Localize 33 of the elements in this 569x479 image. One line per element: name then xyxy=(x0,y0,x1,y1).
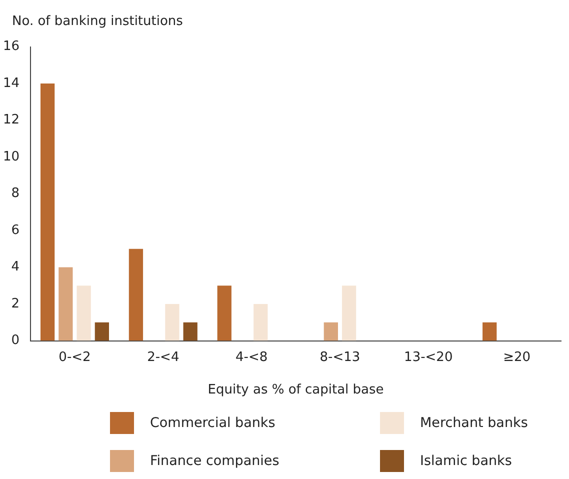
x-axis-title: Equity as % of capital base xyxy=(208,382,384,398)
legend-label: Commercial banks xyxy=(150,415,276,431)
bar xyxy=(165,304,180,341)
x-tick-label: 13-<20 xyxy=(404,350,453,365)
legend-label: Merchant banks xyxy=(420,415,528,431)
y-tick-label: 10 xyxy=(2,149,20,164)
bar xyxy=(76,286,91,341)
y-tick-label: 6 xyxy=(11,222,20,238)
y-tick-label: 2 xyxy=(11,296,20,312)
bar xyxy=(254,304,268,341)
bar xyxy=(58,267,73,341)
bar xyxy=(94,322,109,341)
y-tick-label: 16 xyxy=(2,39,20,54)
y-tick-label: 8 xyxy=(11,186,20,202)
x-tick-label: ≥20 xyxy=(503,350,531,365)
legend-label: Islamic banks xyxy=(420,453,512,469)
y-axis-title: No. of banking institutions xyxy=(12,14,183,29)
y-tick-label: 0 xyxy=(11,333,20,348)
x-tick-label: 0-<2 xyxy=(58,350,91,365)
x-tick-label: 4-<8 xyxy=(235,350,268,365)
x-tick-label: 8-<13 xyxy=(320,350,360,365)
bar xyxy=(482,322,497,341)
legend-label: Finance companies xyxy=(150,453,280,469)
y-tick-label: 12 xyxy=(2,112,20,128)
bar xyxy=(217,286,232,341)
bar xyxy=(324,322,338,341)
bar xyxy=(40,84,55,341)
bar xyxy=(183,322,198,341)
y-tick-label: 14 xyxy=(2,76,20,91)
bar xyxy=(342,286,356,341)
y-tick-label: 4 xyxy=(11,260,20,275)
x-tick-label: 2-<4 xyxy=(147,350,180,365)
bar xyxy=(128,248,144,341)
